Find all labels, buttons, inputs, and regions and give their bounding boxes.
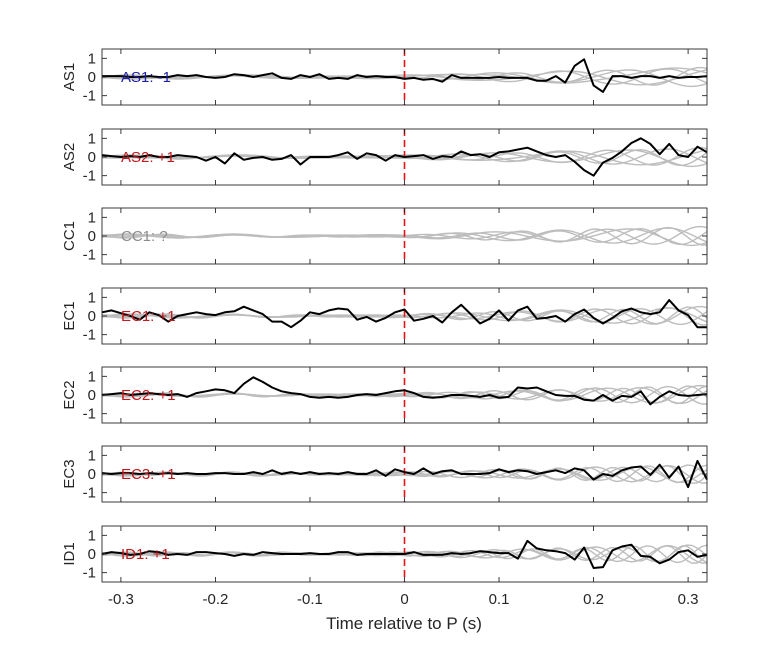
x-tick-label: 0.1: [489, 591, 510, 608]
y-tick-label: 1: [88, 368, 96, 385]
waveform-ec1: [101, 299, 707, 329]
x-tick-label: -0.3: [108, 591, 134, 608]
panel-ylabel: EC1: [61, 301, 78, 330]
y-tick-label: -1: [83, 247, 96, 264]
panel-ylabel: EC2: [61, 380, 78, 409]
panel-ylabel: CC1: [61, 221, 78, 251]
polarity-annotation: CC1: ?: [121, 228, 168, 245]
panel-ylabel: AS1: [61, 63, 78, 91]
x-tick-label: 0.2: [583, 591, 604, 608]
panel-as2: -1 0 1 AS2 AS2: +1: [61, 128, 708, 186]
y-tick-label: -1: [83, 565, 96, 582]
panel-ylabel: ID1: [61, 542, 78, 565]
y-tick-label: 1: [88, 527, 96, 544]
polarity-annotation: EC2: +1: [121, 387, 176, 404]
x-tick-label: 0: [400, 591, 408, 608]
y-tick-label: 1: [88, 447, 96, 464]
x-tick-label: -0.1: [297, 591, 323, 608]
y-tick-label: 1: [88, 209, 96, 226]
y-tick-label: 1: [88, 289, 96, 306]
waveform-ec3: [101, 459, 708, 489]
polarity-annotation: ID1: +1: [121, 546, 170, 563]
y-tick-label: -1: [83, 88, 96, 105]
y-tick-label: -1: [83, 485, 96, 502]
panel-ylabel: EC3: [61, 459, 78, 488]
y-tick-label: 0: [88, 308, 96, 325]
panel-id1: -1 0 1 -0.3 -0.2 -0.1 0 0.1 0.2 0.3 ID1 ID1: +1: [61, 525, 708, 608]
y-tick-label: -1: [83, 327, 96, 344]
x-axis-label: Time relative to P (s): [326, 614, 482, 633]
panel-ec1: -1 0 1 EC1 EC1: +1: [61, 287, 708, 345]
y-tick-label: 1: [88, 50, 96, 67]
y-tick-label: 0: [88, 69, 96, 86]
y-tick-label: 0: [88, 387, 96, 404]
y-tick-label: -1: [83, 168, 96, 185]
polarity-annotation: EC1: +1: [121, 308, 176, 325]
y-tick-label: 0: [88, 546, 96, 563]
y-tick-label: 0: [88, 228, 96, 245]
waveform-as2: [101, 137, 708, 177]
waveform-as1: [102, 58, 708, 93]
y-tick-label: 0: [88, 466, 96, 483]
grey-trace: [101, 226, 707, 246]
panel-ec3: -1 0 1 EC3 EC3: +1: [61, 445, 708, 503]
panel-cc1: -1 0 1 CC1 CC1: ?: [61, 207, 708, 265]
waveform-id1: [101, 539, 708, 569]
x-tick-label: 0.3: [678, 591, 699, 608]
x-tick-label: -0.2: [203, 591, 229, 608]
y-tick-label: -1: [83, 406, 96, 423]
polarity-annotation: AS1: -1: [121, 69, 171, 86]
panel-ec2: -1 0 1 EC2 EC2: +1: [61, 366, 708, 424]
y-tick-label: 1: [88, 130, 96, 147]
panel-as1: -1 0 1 AS1 AS1: -1: [61, 48, 708, 106]
y-tick-label: 0: [88, 149, 96, 166]
waveform-ec2: [101, 376, 708, 406]
polarity-annotation: EC3: +1: [121, 466, 176, 483]
panel-ylabel: AS2: [61, 143, 78, 171]
polarity-annotation: AS2: +1: [121, 149, 175, 166]
